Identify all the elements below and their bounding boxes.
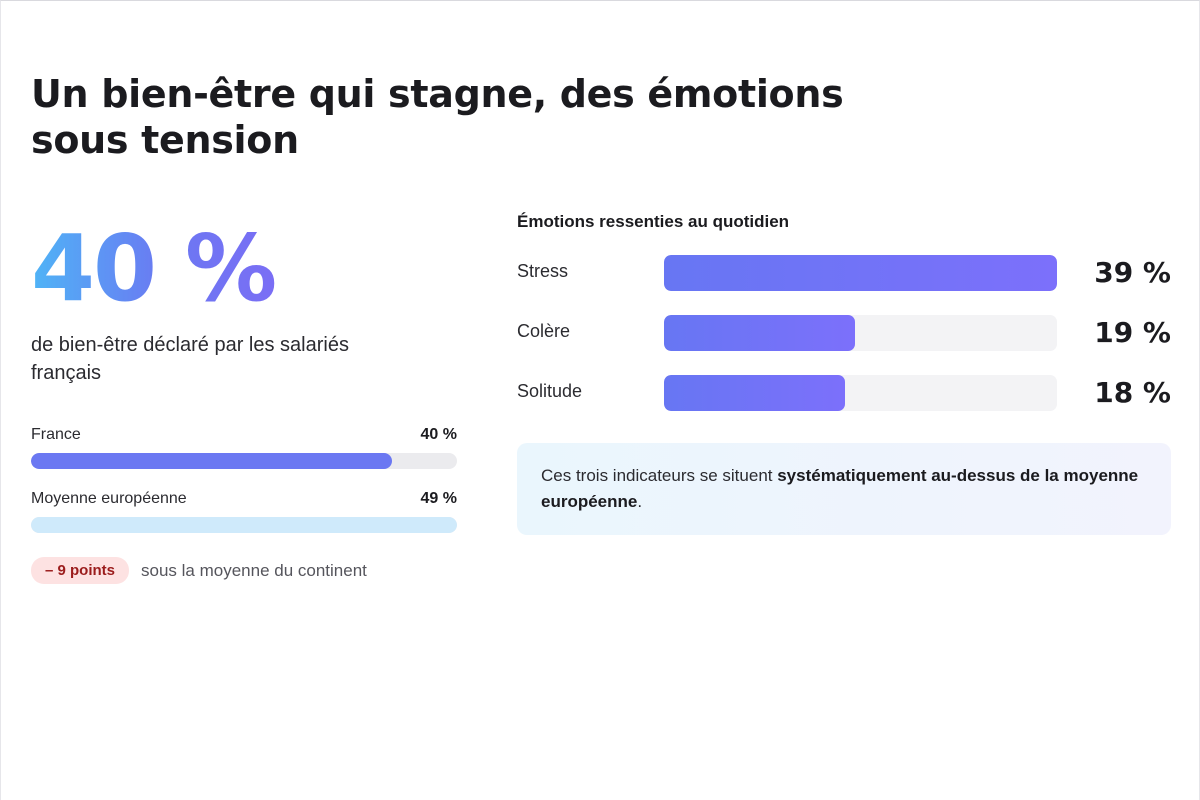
wellbeing-panel: 40 % de bien-être déclaré par les salari… [31, 211, 457, 584]
comparison-label: Moyenne européenne [31, 490, 187, 507]
comparison-value: 49 % [420, 490, 457, 507]
emotions-title: Émotions ressenties au quotidien [517, 212, 790, 231]
emotion-bar-solitude [664, 375, 846, 411]
delta-line: – 9 points sous la moyenne du continent [31, 557, 457, 584]
note-emphasis: systématiquement au-dessus de la moyenne… [541, 466, 1139, 511]
emotion-value: 18 % [1094, 376, 1171, 409]
wellbeing-big-value: 40 % [31, 215, 277, 322]
note-end: . [637, 492, 643, 511]
emotion-track [664, 255, 1057, 291]
delta-text: sous la moyenne du continent [141, 560, 367, 580]
emotion-row-solitude: Solitude 18 % [517, 375, 1171, 411]
delta-badge: – 9 points [31, 557, 130, 584]
emotion-bar-stress [664, 255, 1057, 291]
emotion-track [664, 375, 1057, 411]
note-text: Ces trois indicateurs se situent [541, 466, 778, 485]
comparison-bar-france [31, 453, 393, 469]
comparison-row-europe: Moyenne européenne 49 % [31, 489, 457, 533]
comparison-track [31, 517, 457, 533]
wellbeing-caption: de bien-être déclaré par les salariés fr… [31, 334, 349, 384]
emotion-row-colere: Colère 19 % [517, 315, 1171, 351]
page-title: Un bien-être qui stagne, des émotions so… [31, 72, 844, 162]
comparison-bar-europe [31, 517, 457, 533]
emotion-label: Colère [517, 321, 571, 341]
emotion-value: 19 % [1094, 316, 1171, 349]
comparison-track [31, 453, 457, 469]
emotion-row-stress: Stress 39 % [517, 255, 1171, 291]
comparison-label: France [31, 426, 81, 443]
emotion-label: Solitude [517, 381, 583, 401]
comparison-row-france: France 40 % [31, 425, 457, 469]
info-note: Ces trois indicateurs se situent systéma… [517, 443, 1171, 535]
comparison-value: 40 % [420, 426, 457, 443]
emotion-track [664, 315, 1057, 351]
emotion-value: 39 % [1094, 256, 1171, 289]
emotion-bar-colere [664, 315, 856, 351]
emotion-label: Stress [517, 261, 569, 281]
emotions-panel: Émotions ressenties au quotidien Stress … [517, 211, 1171, 535]
